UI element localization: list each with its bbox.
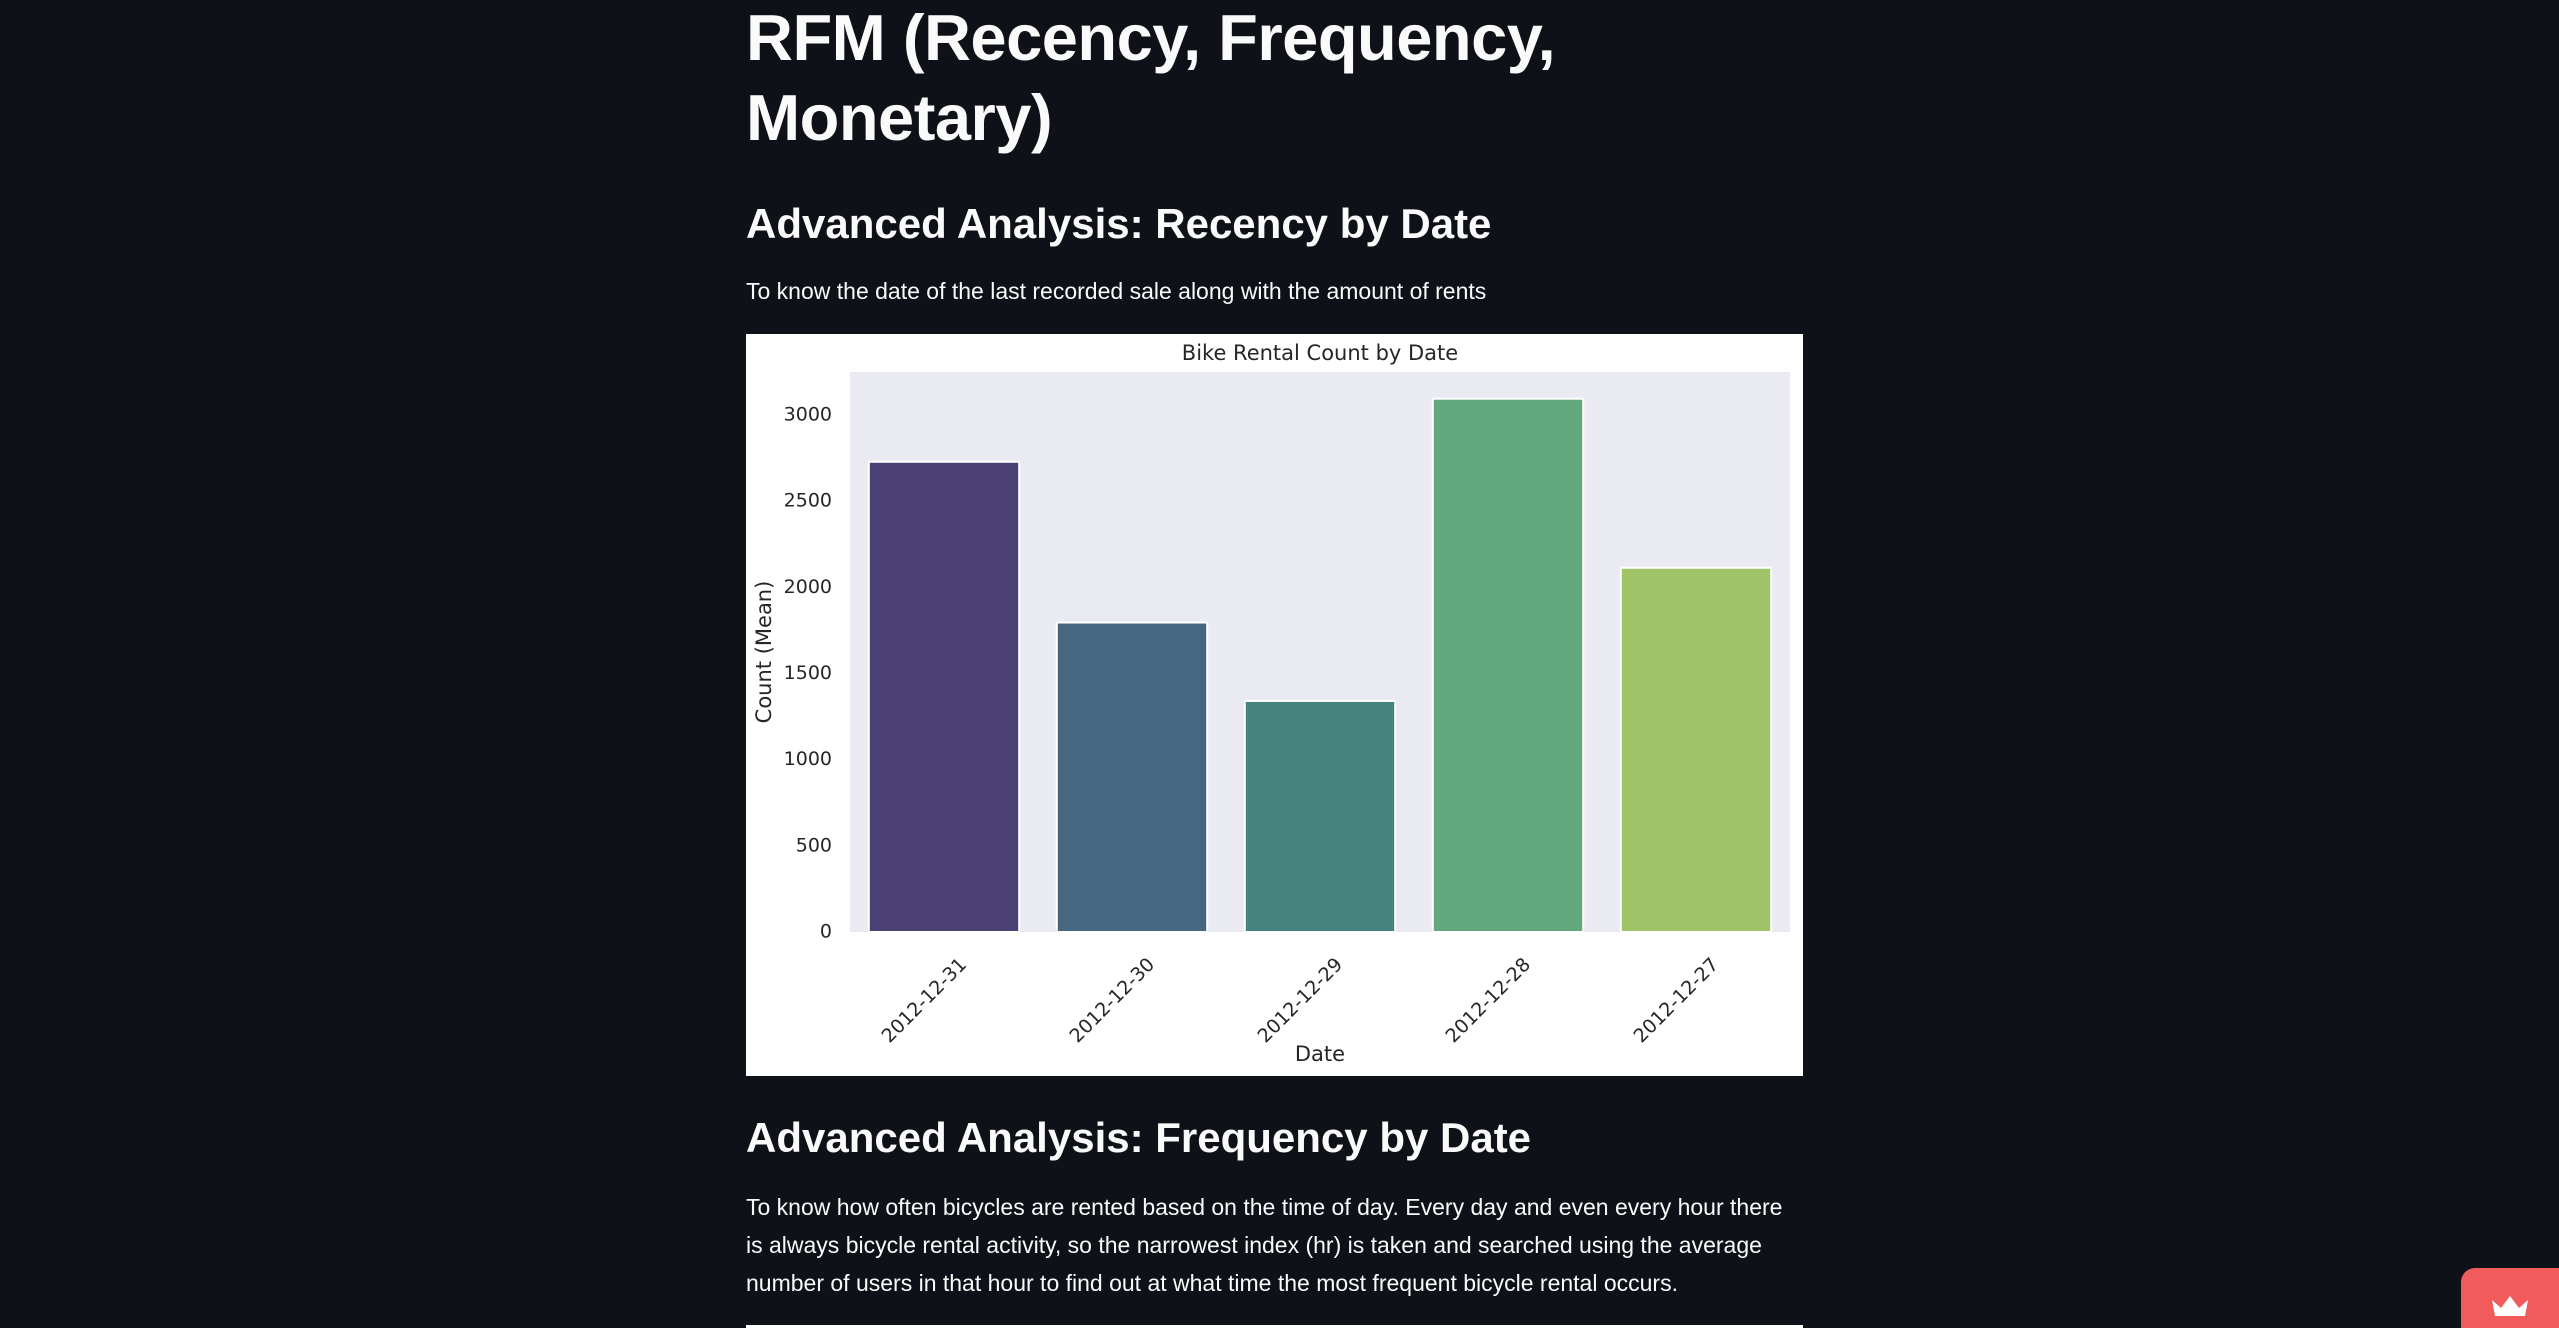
y-tick-label: 3000 <box>784 404 832 426</box>
x-tick-label: 2012-12-27 <box>1630 954 1724 1048</box>
y-tick-label: 1000 <box>784 748 832 770</box>
y-tick-label: 0 <box>820 921 832 943</box>
y-tick-label: 500 <box>796 834 832 856</box>
x-axis-label: Date <box>1295 1042 1345 1066</box>
bar-2012-12-30 <box>1055 621 1209 933</box>
x-tick-label: 2012-12-29 <box>1254 954 1348 1048</box>
bar-2012-12-29 <box>1243 699 1397 934</box>
bar-chart-svg: 0 500 1000 1500 2000 2500 3000 2012-12-31 2012-… <box>752 341 1790 1066</box>
y-tick-label: 2500 <box>784 490 832 512</box>
bar-2012-12-27 <box>1619 566 1773 933</box>
next-chart-top-edge <box>746 1325 1803 1328</box>
recency-chart: 0 500 1000 1500 2000 2500 3000 2012-12-31 2012-… <box>746 334 1803 1076</box>
x-tick-label: 2012-12-30 <box>1066 954 1160 1048</box>
deploy-badge[interactable] <box>2461 1268 2559 1328</box>
x-tick-label: 2012-12-31 <box>878 954 972 1048</box>
x-tick-label: 2012-12-28 <box>1442 954 1536 1048</box>
recency-description: To know the date of the last recorded sa… <box>746 278 1487 304</box>
bar-2012-12-31 <box>867 460 1021 933</box>
y-tick-label: 1500 <box>784 662 832 684</box>
y-tick-label: 2000 <box>784 576 832 598</box>
bar-2012-12-28 <box>1431 397 1585 933</box>
chart-title: Bike Rental Count by Date <box>1182 341 1458 365</box>
y-axis-label: Count (Mean) <box>752 581 776 724</box>
frequency-description: To know how often bicycles are rented ba… <box>746 1194 1783 1296</box>
crown-icon <box>2492 1296 2528 1316</box>
recency-heading: Advanced Analysis: Recency by Date <box>746 200 1492 247</box>
frequency-heading: Advanced Analysis: Frequency by Date <box>746 1114 1532 1161</box>
page-title: RFM (Recency, Frequency, Monetary) <box>746 1 1556 154</box>
